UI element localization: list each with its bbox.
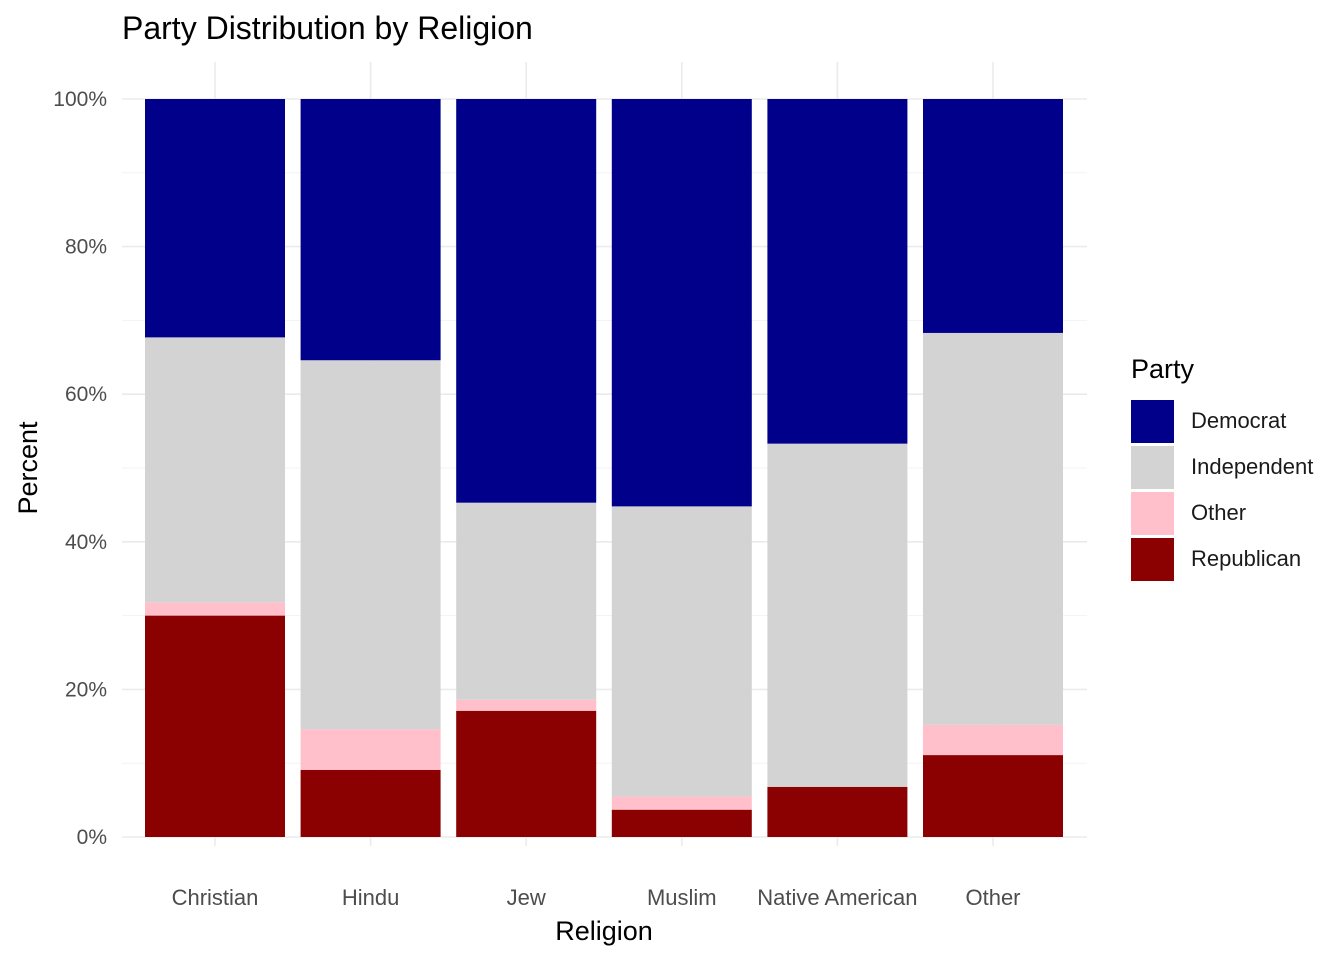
bar-muslim-independent [611,506,752,797]
legend-swatch-other [1131,491,1174,535]
bar-christian-democrat [145,99,285,338]
bar-christian-republican [145,615,285,837]
bar-other-other [923,724,1063,756]
bar-jew-independent [456,502,597,700]
bar-hindu-republican [300,769,441,837]
y-tick-label: 80% [65,236,107,259]
x-tick-label: Christian [172,885,259,910]
bar-jew-other [456,699,597,711]
y-tick-label: 40% [65,531,107,554]
legend-swatch-democrat [1131,399,1174,443]
legend-label-democrat: Democrat [1191,408,1287,433]
chart-title: Party Distribution by Religion [122,10,533,46]
legend: Party Democrat Independent Other Republi… [1131,354,1313,582]
bar-jew-republican [456,710,597,837]
y-tick-label: 100% [53,88,107,111]
legend-label-independent: Independent [1191,454,1314,479]
bar-other-independent [923,332,1063,725]
bar-other-democrat [923,99,1063,333]
bar-native-american-democrat [767,99,908,444]
y-tick-label: 20% [65,678,107,701]
bar-hindu-democrat [300,99,441,361]
legend-item-independent: Independent [1131,444,1313,490]
bar-muslim-democrat [611,99,752,507]
x-tick-label: Hindu [342,885,399,910]
x-axis-ticks: Christian Hindu Jew Muslim Native American Ot… [172,885,1021,910]
bar-native-american-independent [767,443,908,787]
bar-hindu-other [300,729,441,770]
legend-swatch-republican [1131,537,1174,581]
legend-item-democrat: Democrat [1131,398,1313,444]
legend-item-republican: Republican [1131,536,1313,582]
x-tick-label: Jew [507,885,546,910]
bar-other-republican [923,755,1063,837]
bar-muslim-republican [611,809,752,837]
bar-jew-democrat [456,99,597,503]
legend-label-other: Other [1191,500,1247,525]
bar-muslim-other [611,796,752,810]
bar-hindu-independent [300,360,441,730]
x-axis-title: Religion [555,916,653,946]
bar-christian-other [145,602,285,616]
legend-swatch-independent [1131,445,1174,489]
y-tick-label: 60% [65,383,107,406]
bar-native-american-republican [767,786,908,837]
y-tick-label: 0% [77,826,107,849]
y-axis-title: Percent [13,421,43,515]
legend-title: Party [1131,354,1195,384]
y-axis-ticks: 0% 20% 40% 60% 80% 100% [53,88,107,849]
bars [145,99,1063,837]
x-tick-label: Other [965,885,1020,910]
x-tick-label: Muslim [647,885,717,910]
bar-christian-independent [145,337,285,603]
legend-item-other: Other [1131,490,1313,536]
x-tick-label: Native American [757,885,917,910]
legend-label-republican: Republican [1191,546,1302,571]
